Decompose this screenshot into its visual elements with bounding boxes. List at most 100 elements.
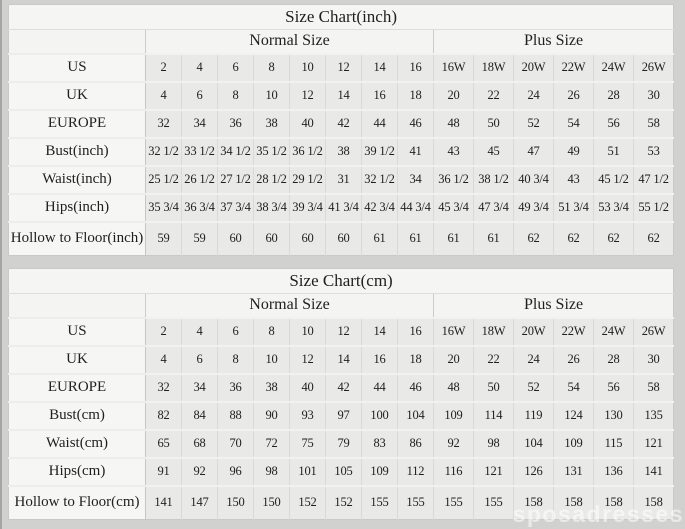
size-value-cell: 150 [253,484,290,520]
size-value-cell: 158 [553,484,594,520]
table-row: Hollow to Floor(inch) 59 59 60 60 60 60 61 61 61 6… [8,220,674,256]
size-value-cell: 20 [433,80,474,110]
size-value-cell: 116 [433,456,474,486]
size-value-cell: 100 [361,400,398,430]
row-label: Bust(inch) [8,136,146,166]
row-label: Hollow to Floor(cm) [8,484,146,520]
size-value-cell: 48 [433,108,474,138]
size-value-cell: 44 3/4 [397,192,434,222]
size-value-cell: 56 [593,372,634,402]
size-value-cell: 45 1/2 [593,164,634,194]
size-table: Size Chart(cm) Normal Size Plus Size US 2 4 6 8… [8,268,675,520]
size-value-cell: 155 [473,484,514,520]
size-value-cell: 155 [433,484,474,520]
size-value-cell: 30 [632,80,674,110]
size-value-cell: 155 [397,484,434,520]
size-value-cell: 41 3/4 [325,192,362,222]
size-value-cell: 72 [253,428,290,458]
size-value-cell: 98 [253,456,290,486]
size-value-cell: 16 [397,52,434,82]
size-value-cell: 47 [513,136,554,166]
size-value-cell: 12 [289,344,326,374]
table-row: Hips(cm) 91 92 96 98 101 105 109 112 116 121 126 131… [8,456,674,486]
size-value-cell: 41 [397,136,434,166]
size-value-cell: 62 [593,220,634,256]
size-value-cell: 8 [253,316,290,346]
size-value-cell: 22W [553,316,594,346]
size-value-cell: 152 [325,484,362,520]
size-value-cell: 60 [253,220,290,256]
row-label: US [8,316,146,346]
table-row: Bust(cm) 82 84 88 90 93 97 100 104 109 114 119 124 13… [8,400,674,430]
size-value-cell: 75 [289,428,326,458]
size-value-cell: 24 [513,344,554,374]
size-value-cell: 82 [145,400,182,430]
size-value-cell: 42 [325,108,362,138]
size-value-cell: 37 3/4 [217,192,254,222]
size-value-cell: 96 [217,456,254,486]
row-label: US [8,52,146,82]
size-value-cell: 60 [289,220,326,256]
size-value-cell: 47 1/2 [632,164,674,194]
size-value-cell: 10 [289,316,326,346]
size-value-cell: 12 [289,80,326,110]
size-value-cell: 4 [145,344,182,374]
size-value-cell: 158 [513,484,554,520]
size-value-cell: 48 [433,372,474,402]
size-value-cell: 124 [553,400,594,430]
size-value-cell: 126 [513,456,554,486]
row-label: UK [8,344,146,374]
row-label: Hips(cm) [8,456,146,486]
size-value-cell: 24W [593,52,634,82]
corner-cell [8,29,146,54]
size-value-cell: 2 [145,316,182,346]
size-value-cell: 38 3/4 [253,192,290,222]
size-value-cell: 6 [217,52,254,82]
size-value-cell: 6 [217,316,254,346]
size-value-cell: 20 [433,344,474,374]
size-value-cell: 54 [553,372,594,402]
size-value-cell: 49 [553,136,594,166]
size-value-cell: 4 [181,52,218,82]
size-value-cell: 26W [632,52,674,82]
size-value-cell: 29 1/2 [289,164,326,194]
size-value-cell: 79 [325,428,362,458]
size-value-cell: 32 [145,372,182,402]
size-value-cell: 101 [289,456,326,486]
size-value-cell: 109 [433,400,474,430]
size-value-cell: 18W [473,52,514,82]
size-value-cell: 38 [253,372,290,402]
row-label: Waist(inch) [8,164,146,194]
size-value-cell: 10 [253,80,290,110]
row-label: Hollow to Floor(inch) [8,220,146,256]
size-value-cell: 42 [325,372,362,402]
size-value-cell: 141 [145,484,182,520]
size-value-cell: 43 [433,136,474,166]
size-value-cell: 98 [473,428,514,458]
size-value-cell: 150 [217,484,254,520]
size-value-cell: 152 [289,484,326,520]
size-value-cell: 36 [217,372,254,402]
size-value-cell: 51 3/4 [553,192,594,222]
size-value-cell: 24 [513,80,554,110]
size-value-cell: 22 [473,80,514,110]
size-value-cell: 28 1/2 [253,164,290,194]
size-value-cell: 12 [325,316,362,346]
size-value-cell: 58 [632,372,674,402]
table-row: EUROPE 32 34 36 38 40 42 44 46 48 50 52 54 56 58 [8,372,674,402]
size-value-cell: 46 [397,108,434,138]
size-value-cell: 4 [145,80,182,110]
size-value-cell: 92 [433,428,474,458]
size-chart-inch-section: Size Chart(inch) Normal Size Plus Size US 2 4… [8,0,675,256]
table-title: Size Chart(inch) [8,4,674,30]
size-value-cell: 40 [289,372,326,402]
size-value-cell: 119 [513,400,554,430]
size-value-cell: 90 [253,400,290,430]
size-value-cell: 62 [632,220,674,256]
row-label: EUROPE [8,372,146,402]
size-value-cell: 18 [397,344,434,374]
size-value-cell: 34 1/2 [217,136,254,166]
size-value-cell: 33 1/2 [181,136,218,166]
size-value-cell: 46 [397,372,434,402]
